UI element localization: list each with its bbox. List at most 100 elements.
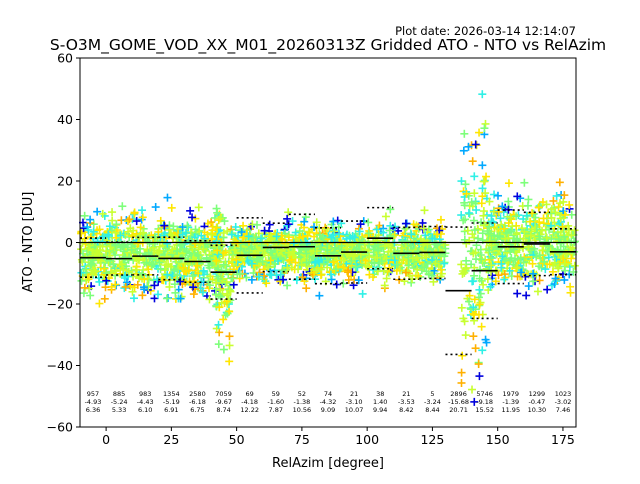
y-axis-label: ATO - NTO [DU]: [21, 192, 36, 293]
scatter-point: [86, 233, 95, 242]
scatter-point: [542, 200, 551, 209]
scatter-point: [86, 260, 95, 269]
scatter-point: [212, 223, 221, 232]
y-tick-label: 0: [65, 235, 73, 250]
scatter-point: [171, 288, 180, 297]
scatter-point: [237, 227, 246, 236]
scatter-point: [214, 216, 223, 225]
scatter-point: [474, 234, 483, 243]
scatter-point: [162, 261, 171, 270]
scatter-point: [95, 225, 104, 234]
scatter-point: [470, 233, 479, 242]
scatter-point: [344, 266, 353, 275]
scatter-point: [535, 276, 544, 285]
bin-std-label: 8.44: [425, 406, 439, 414]
scatter-point: [170, 280, 179, 289]
scatter-point: [79, 224, 88, 233]
scatter-point: [476, 289, 485, 298]
scatter-point: [493, 191, 502, 200]
bin-std-label: 6.91: [164, 406, 178, 414]
scatter-point: [312, 218, 321, 227]
scatter-point: [139, 228, 148, 237]
scatter-point: [475, 372, 484, 381]
scatter-point: [265, 220, 274, 229]
bin-mean-label: -3.10: [346, 398, 363, 406]
scatter-point: [475, 300, 484, 309]
scatter-point: [556, 239, 565, 248]
scatter-point: [349, 252, 358, 261]
scatter-point: [199, 266, 208, 275]
scatter-point: [529, 277, 538, 286]
scatter-point: [160, 221, 169, 230]
scatter-point: [272, 232, 281, 241]
scatter-point: [470, 189, 479, 198]
scatter-point: [407, 278, 416, 287]
scatter-point: [420, 206, 429, 215]
scatter-point: [273, 256, 282, 265]
scatter-point: [140, 275, 149, 284]
bin-mean-label: -1.38: [293, 398, 310, 406]
scatter-point: [570, 237, 579, 246]
scatter-point: [522, 291, 531, 300]
scatter-point: [513, 272, 522, 281]
bin-count-label: 21: [402, 390, 410, 398]
scatter-point: [527, 225, 536, 234]
scatter-point: [104, 231, 113, 240]
scatter-point: [266, 256, 275, 265]
bin-std-label: 8.74: [216, 406, 230, 414]
bin-std-label: 9.09: [321, 406, 335, 414]
scatter-point: [526, 217, 535, 226]
scatter-point: [176, 294, 185, 303]
scatter-point: [221, 311, 230, 320]
scatter-point: [154, 290, 163, 299]
scatter-point: [249, 233, 258, 242]
scatter-point: [331, 243, 340, 252]
scatter-point: [124, 267, 133, 276]
scatter-point: [323, 246, 332, 255]
scatter-point: [566, 282, 575, 291]
scatter-point: [495, 231, 504, 240]
scatter-point: [229, 280, 238, 289]
scatter-point: [515, 244, 524, 253]
scatter-point: [182, 246, 191, 255]
scatter-point: [95, 299, 104, 308]
scatter-point: [460, 317, 469, 326]
x-tick-label: 175: [551, 432, 575, 447]
scatter-point: [496, 243, 505, 252]
scatter-point: [498, 252, 507, 261]
scatter-point: [516, 253, 525, 262]
scatter-point: [520, 227, 529, 236]
scatter-point: [84, 225, 93, 234]
scatter-point: [523, 201, 532, 210]
scatter-point: [401, 268, 410, 277]
scatter-point: [513, 289, 522, 298]
scatter-point: [302, 258, 311, 267]
scatter-point: [390, 256, 399, 265]
scatter-point: [465, 297, 474, 306]
scatter-point: [528, 259, 537, 268]
bin-std-label: 9.94: [373, 406, 387, 414]
scatter-point: [481, 119, 490, 128]
scatter-point: [475, 274, 484, 283]
scatter-point: [417, 263, 426, 272]
scatter-point: [195, 240, 204, 249]
scatter-point: [560, 275, 569, 284]
scatter-point: [567, 210, 576, 219]
scatter-point: [123, 217, 132, 226]
scatter-point: [77, 229, 86, 238]
y-tick-label: −20: [47, 297, 73, 312]
scatter-point: [247, 259, 256, 268]
scatter-point: [498, 202, 507, 211]
scatter-point: [319, 259, 328, 268]
scatter-point: [138, 213, 147, 222]
scatter-point: [116, 231, 125, 240]
scatter-point: [538, 226, 547, 235]
scatter-point: [467, 198, 476, 207]
scatter-point: [167, 231, 176, 240]
x-tick-label: 25: [163, 432, 179, 447]
scatter-point: [150, 281, 159, 290]
scatter-point: [86, 291, 95, 300]
scatter-point: [469, 303, 478, 312]
scatter-point: [117, 260, 126, 269]
scatter-point: [403, 247, 412, 256]
